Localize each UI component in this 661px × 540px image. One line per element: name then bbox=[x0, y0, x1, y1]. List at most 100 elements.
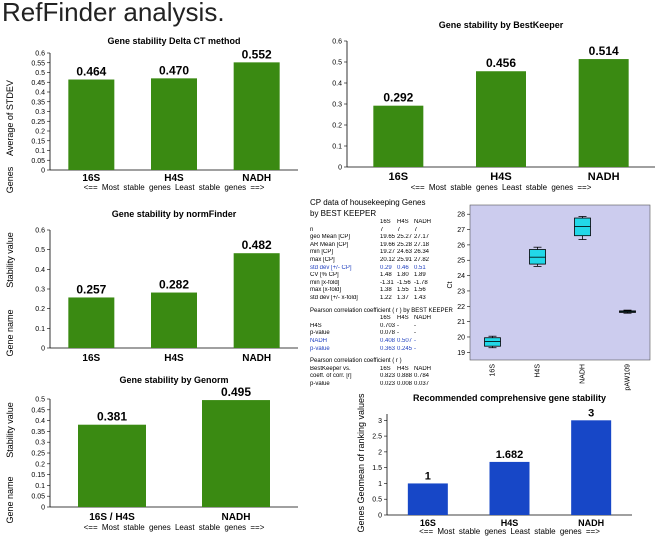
table-cell: -1.78 bbox=[414, 279, 428, 286]
data-label: 1 bbox=[425, 470, 431, 482]
row-label: max [CP] bbox=[310, 256, 335, 263]
table-cell: 1.38 bbox=[380, 287, 392, 294]
table-cell: 0.363 bbox=[380, 345, 396, 352]
y-tick-label: 0.2 bbox=[35, 129, 45, 136]
table-cell: H4S bbox=[397, 219, 409, 225]
bar bbox=[407, 483, 448, 515]
bestkeeper-table: CP data of housekeeping Genes by BEST KE… bbox=[310, 197, 460, 388]
data-label: 0.482 bbox=[242, 238, 272, 252]
y-tick-label: 24 bbox=[457, 273, 465, 280]
table-cell: 7 bbox=[397, 226, 401, 233]
table-cell: 0.46 bbox=[397, 264, 409, 271]
chart-title: Gene stability Delta CT method bbox=[107, 36, 240, 46]
row-label: p-value bbox=[310, 330, 330, 337]
table-row: AR Mean [CP] 19.66 25.28 27.18 bbox=[310, 242, 460, 250]
bestkeeper-main-table: 16S H4S NADH n 7 7 7 geo Mean [CP] 19.65 25.27 27.… bbox=[310, 219, 460, 303]
table-cell: 0.078 bbox=[380, 330, 396, 337]
table-cell: - bbox=[414, 345, 416, 352]
category-label: NADH bbox=[588, 171, 620, 183]
data-label: 0.292 bbox=[383, 91, 413, 105]
chart-title: Gene stability by BestKeeper bbox=[439, 20, 564, 30]
y-tick-label: 0 bbox=[338, 165, 342, 172]
y-tick-label: 0.3 bbox=[332, 102, 342, 109]
row-label: coeff. of corr. [r] bbox=[310, 373, 352, 380]
category-label: H4S bbox=[535, 364, 542, 378]
table-cell: 0.29 bbox=[380, 264, 392, 271]
y-tick-label: 3 bbox=[378, 418, 382, 425]
table-cell: 0.037 bbox=[414, 380, 430, 387]
y-tick-label: 0.05 bbox=[31, 494, 45, 501]
row-label: NADH bbox=[310, 337, 328, 344]
category-label: H4S bbox=[164, 353, 184, 364]
table-row: BestKeeper vs. 16S H4S NADH bbox=[310, 366, 460, 374]
row-label: max [x-fold] bbox=[310, 287, 342, 294]
bar bbox=[571, 420, 612, 515]
y-tick-label: 0.5 bbox=[332, 60, 342, 67]
y-tick-label: 0.35 bbox=[31, 429, 45, 436]
x-axis-label: <== Most stable genes Least stable genes… bbox=[84, 523, 265, 532]
x-axis-label: <== Most stable genes Least stable genes… bbox=[84, 183, 265, 192]
bar bbox=[489, 461, 530, 515]
y-axis-label-secondary: Gene name bbox=[5, 476, 15, 523]
table-cell: 1.43 bbox=[414, 294, 426, 301]
y-axis-label-secondary: Genes bbox=[5, 166, 15, 193]
table-row: max [x-fold] 1.38 1.55 1.56 bbox=[310, 287, 460, 295]
chart-title: Gene stability by Genorm bbox=[119, 375, 228, 385]
table-row: std dev [+/- CP] 0.29 0.46 0.51 bbox=[310, 265, 460, 273]
bar bbox=[373, 105, 424, 167]
y-tick-label: 0.6 bbox=[332, 39, 342, 46]
y-tick-label: 0.4 bbox=[332, 81, 342, 88]
table-cell: 20.12 bbox=[380, 256, 396, 263]
y-tick-label: 0.6 bbox=[35, 228, 45, 235]
category-label: H4S bbox=[501, 518, 519, 528]
table-cell: NADH bbox=[414, 219, 431, 225]
y-tick-label: 0.45 bbox=[31, 407, 45, 414]
y-tick-label: 27 bbox=[457, 227, 465, 234]
table-cell: 1.89 bbox=[414, 272, 426, 279]
category-label: 16S bbox=[389, 171, 409, 183]
row-label: min [CP] bbox=[310, 249, 334, 256]
table-cell: 27.17 bbox=[414, 234, 430, 241]
y-tick-label: 0 bbox=[41, 168, 45, 175]
chart-genorm: Gene stability by Genorm 0 0.05 0.1 0.15 0.2 0… bbox=[5, 375, 298, 532]
data-label: 0.257 bbox=[76, 282, 106, 296]
table-cell: 19.65 bbox=[380, 234, 396, 241]
table-cell: 16S bbox=[380, 315, 391, 322]
table-row: geo Mean [CP] 19.65 25.27 27.17 bbox=[310, 234, 460, 242]
page-title: RefFinder analysis. bbox=[2, 0, 225, 27]
y-tick-label: 0.1 bbox=[35, 326, 45, 333]
table-cell: 0.008 bbox=[397, 380, 413, 387]
pearson1-title: Pearson correlation coefficient ( r ) by… bbox=[310, 307, 453, 314]
category-label: NADH bbox=[242, 353, 271, 364]
y-axis-label: Average of STDEV bbox=[5, 80, 15, 156]
row-label: std dev [+/- CP] bbox=[310, 264, 352, 271]
data-label: 0.282 bbox=[159, 278, 189, 292]
table-cell: 24.63 bbox=[397, 249, 413, 256]
data-label: 0.470 bbox=[159, 63, 189, 77]
data-label: 0.495 bbox=[221, 385, 251, 399]
chart-comprehensive: Recommended comprehensive gene stability… bbox=[356, 393, 632, 536]
bar bbox=[476, 71, 526, 167]
y-axis-label: Genes Geomean of ranking values bbox=[356, 393, 366, 533]
data-label: 0.552 bbox=[242, 47, 272, 61]
table-cell: 7 bbox=[380, 226, 384, 233]
category-label: 16S bbox=[82, 353, 100, 364]
pearson1-table: 16S H4S NADH H4S 0.703- - p-value 0.078- - NADH 0.… bbox=[310, 315, 460, 353]
table-cell: 0.408 bbox=[380, 337, 396, 344]
table-cell: - bbox=[414, 330, 416, 337]
chart-title: Gene stability by normFinder bbox=[112, 209, 237, 219]
table-cell: 0.51 bbox=[414, 264, 426, 271]
y-tick-label: 26 bbox=[457, 242, 465, 249]
category-label: 16S / H4S bbox=[89, 512, 135, 523]
bar bbox=[233, 62, 280, 170]
y-axis-label-secondary: Gene name bbox=[5, 309, 15, 356]
plot-area bbox=[469, 204, 651, 361]
row-label: p-value bbox=[310, 380, 330, 387]
y-tick-label: 0.35 bbox=[31, 99, 45, 106]
y-tick-label: 23 bbox=[457, 288, 465, 295]
chart-ct-boxplot: 19 20 21 22 23 24 25 26 27 28 Ct 16S H4S NADH pAW109 bbox=[447, 204, 651, 391]
y-tick-label: 0.3 bbox=[35, 109, 45, 116]
table-cell: 0.023 bbox=[380, 380, 396, 387]
table-row: NADH 0.408 0.507- bbox=[310, 338, 460, 346]
y-tick-label: 0.5 bbox=[35, 247, 45, 254]
